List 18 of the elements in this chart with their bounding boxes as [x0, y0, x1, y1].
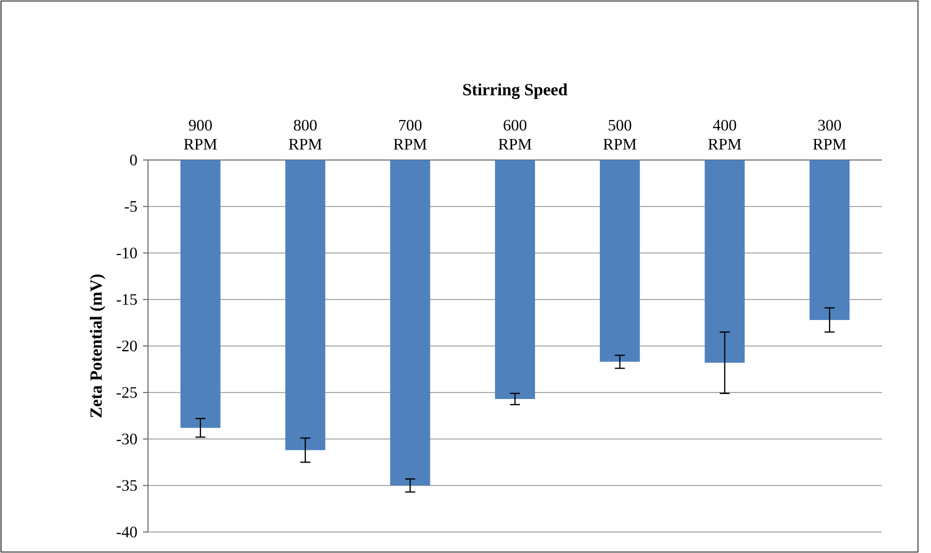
y-tick-label: -15: [116, 294, 137, 305]
x-tick-label: 500 RPM: [603, 120, 636, 150]
y-tick-label: 0: [130, 154, 137, 166]
y-tick-label: -20: [116, 340, 137, 352]
y-axis-title: Zeta Potential (mV): [90, 274, 106, 418]
x-axis-title: Stirring Speed: [463, 83, 568, 99]
y-tick-label: -5: [124, 201, 137, 212]
x-tick-label: 700 RPM: [394, 120, 427, 150]
y-tick-label: -25: [116, 387, 137, 398]
x-tick-label: 900 RPM: [184, 120, 217, 150]
x-tick-label: 300 RPM: [813, 120, 846, 150]
x-tick-label: 400 RPM: [708, 120, 742, 150]
x-tick-label: 600 RPM: [498, 120, 532, 150]
y-tick-label: -10: [116, 248, 137, 258]
y-tick-label: -30: [116, 434, 137, 444]
y-tick-label: -35: [116, 480, 137, 491]
y-tick-label: -40: [116, 526, 137, 538]
x-tick-label: 800 RPM: [288, 120, 322, 150]
